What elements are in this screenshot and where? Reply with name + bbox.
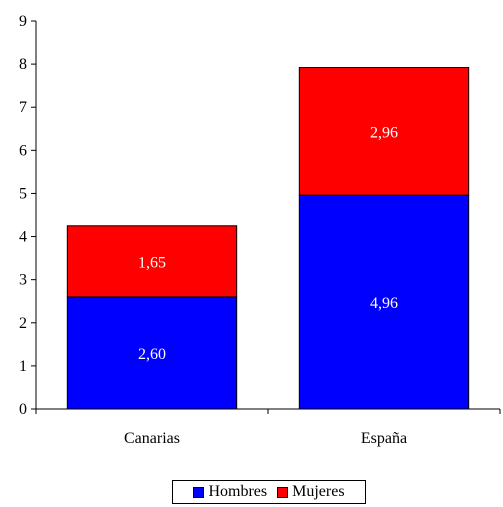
y-tick-label: 8 bbox=[19, 56, 27, 73]
legend-label-hombres: Hombres bbox=[208, 483, 268, 500]
x-tick-label: España bbox=[361, 430, 407, 447]
y-tick-label: 7 bbox=[19, 99, 27, 116]
data-label: 4,96 bbox=[370, 295, 398, 312]
y-tick-label: 4 bbox=[19, 229, 27, 246]
data-label: 2,60 bbox=[138, 346, 166, 363]
legend-label-mujeres: Mujeres bbox=[292, 483, 345, 500]
y-tick-label: 5 bbox=[19, 185, 27, 202]
bar-hombres-0 bbox=[66, 296, 238, 410]
bar-mujeres-0 bbox=[66, 225, 238, 298]
legend-swatch-hombres bbox=[193, 486, 205, 498]
legend: Hombres Mujeres bbox=[172, 480, 366, 504]
legend-item-hombres: Hombres bbox=[193, 483, 267, 501]
y-tick-label: 1 bbox=[19, 358, 27, 375]
y-tick-label: 0 bbox=[19, 401, 27, 418]
plot-area: 0 1 2 3 4 5 6 7 8 9 2,60 1,65 Canarias 4,96 2,96 España bbox=[19, 13, 501, 447]
y-tick-label: 6 bbox=[19, 142, 27, 159]
y-tick-label: 2 bbox=[19, 315, 27, 332]
bar-hombres-1 bbox=[298, 194, 470, 410]
data-label: 2,96 bbox=[370, 124, 398, 141]
x-tick-label: Canarias bbox=[124, 430, 180, 447]
y-tick-label: 9 bbox=[19, 13, 27, 30]
bar-mujeres-1 bbox=[298, 67, 470, 196]
legend-item-mujeres: Mujeres bbox=[277, 483, 345, 501]
data-label: 1,65 bbox=[138, 254, 166, 271]
legend-swatch-mujeres bbox=[277, 486, 289, 498]
y-tick-label: 3 bbox=[19, 272, 27, 289]
